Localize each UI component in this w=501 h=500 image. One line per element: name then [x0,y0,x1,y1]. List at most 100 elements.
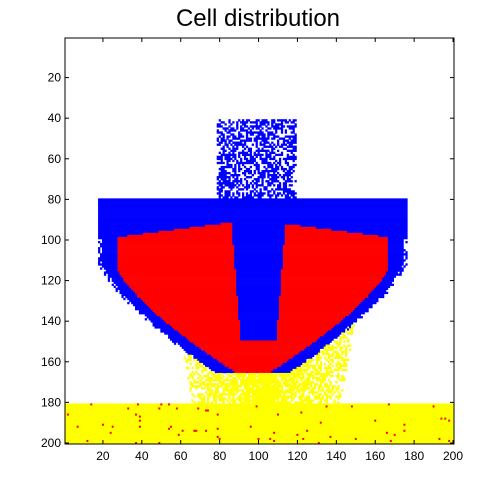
cell-run [331,328,346,331]
cell-run [222,379,239,382]
cell-run [292,129,295,132]
cell-run [228,151,231,155]
cell-run [448,419,451,422]
cell-run [251,127,254,130]
cell-run [341,320,358,323]
cell-run [284,224,301,228]
cell-run [183,429,194,433]
x-tick-label: 180 [404,449,424,463]
cell-run [214,389,219,392]
cell-run [218,360,288,364]
cell-run [282,178,286,181]
cell-run [403,429,406,433]
cell-run [450,419,455,422]
cell-run [327,379,330,382]
cell-run [277,141,280,144]
cell-run [278,182,282,185]
cell-run [65,429,182,433]
cell-run [168,334,183,337]
cell-run [331,393,334,396]
cell-run [277,324,336,327]
cell-run [267,184,272,187]
cell-run [286,125,297,128]
cell-run [160,407,177,410]
cell-run [117,251,235,254]
cell-run [327,356,330,360]
cell-run [98,198,408,201]
cell-run [341,332,344,335]
cell-run [205,350,301,353]
cell-run [216,161,225,165]
cell-run [238,169,241,173]
cell-run [238,314,280,317]
cell-run [236,190,239,193]
cell-run [226,163,233,167]
cell-run [232,137,241,140]
cell-run [354,437,358,441]
cell-run [317,393,323,396]
cell-run [261,385,284,388]
cell-run [267,163,274,167]
cell-run [228,374,233,378]
cell-run [387,267,404,270]
cell-run [222,362,284,366]
cell-run [267,165,274,169]
cell-run [199,383,219,386]
cell-run [280,293,369,297]
cell-run [243,169,253,173]
cell-run [339,340,342,343]
cell-run [282,249,389,252]
cell-run [236,269,282,272]
cell-run [339,336,348,339]
cell-run [319,441,455,445]
cell-run [230,143,233,146]
cell-run [387,253,408,256]
cell-run [275,129,278,132]
cell-run [65,421,321,424]
cell-run [278,312,352,315]
cell-run [140,297,239,301]
cell-run [98,216,408,219]
cell-run [257,147,260,150]
cell-run [288,377,297,380]
cell-run [387,257,404,260]
cell-run [247,372,256,376]
cell-run [259,121,270,124]
cell-run [212,356,293,360]
cell-run [387,236,408,240]
cell-run [232,241,286,244]
cell-run [278,145,284,148]
cell-run [125,295,138,299]
cell-run [191,366,194,370]
cell-run [152,310,239,313]
cell-run [251,186,254,189]
cell-run [267,123,270,126]
cell-run [280,379,284,382]
cell-run [284,234,379,238]
cell-run [185,366,190,370]
cell-run [286,155,297,159]
cell-run [278,314,350,317]
cell-run [313,372,330,376]
cell-run [347,340,350,343]
cell-run [226,159,231,163]
cell-run [138,419,142,422]
cell-run [253,182,258,185]
cell-run [236,192,241,195]
cell-run [193,356,214,360]
cell-run [206,377,214,380]
cell-run [185,360,188,364]
cell-run [333,326,348,329]
cell-run [240,125,243,128]
cell-run [232,377,237,380]
cell-run [302,364,317,368]
cell-run [261,182,264,185]
cell-run [329,397,332,400]
cell-run [113,425,140,429]
cell-run [251,393,282,396]
cell-run [265,151,268,155]
cell-run [189,374,194,378]
cell-run [222,127,229,130]
cell-run [218,393,237,396]
cell-run [183,348,202,351]
